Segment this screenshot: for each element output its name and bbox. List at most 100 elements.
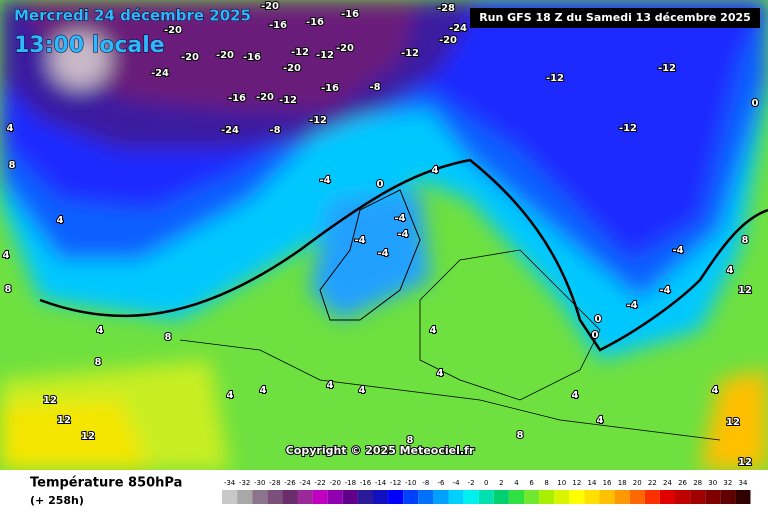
contour-label: 4 [430, 325, 437, 336]
contour-label: -16 [243, 52, 261, 63]
contour-label: 8 [407, 435, 414, 446]
contour-label: -12 [291, 47, 309, 58]
contour-label: 4 [359, 385, 366, 396]
contour-label: -12 [316, 50, 334, 61]
lead-time: (+ 258h) [30, 494, 84, 507]
contour-label: -12 [401, 48, 419, 59]
contour-label: 4 [3, 250, 10, 261]
scale-label: 10 [557, 479, 566, 487]
scale-swatch [448, 490, 464, 504]
scale-swatch [539, 490, 555, 504]
scale-swatch [720, 490, 736, 504]
contour-label: -20 [216, 50, 234, 61]
scale-label: 2 [499, 479, 503, 487]
scale-swatch [388, 490, 404, 504]
scale-label: 4 [514, 479, 519, 487]
contour-label: -12 [279, 95, 297, 106]
contour-label: 4 [57, 215, 64, 226]
contour-label: -8 [269, 125, 280, 136]
contour-label: 4 [260, 385, 267, 396]
contour-label: -4 [377, 248, 388, 259]
contour-label: -28 [437, 3, 455, 14]
scale-label: -32 [239, 479, 250, 487]
contour-label: -16 [306, 17, 324, 28]
scale-label: -18 [345, 479, 356, 487]
scale-label: -10 [405, 479, 416, 487]
scale-label: 30 [708, 479, 717, 487]
map: Run GFS 18 Z du Samedi 13 décembre 2025 … [0, 0, 768, 470]
color-scale: -34 -32 -30 -28 -26 -24 -22 -20 -18 -16 -14 -12 -10-… [222, 479, 751, 504]
contour-label: -20 [439, 35, 457, 46]
contour-label: -16 [321, 83, 339, 94]
contour-label: -8 [369, 82, 380, 93]
contour-label: -4 [672, 245, 683, 256]
contour-label: 4 [7, 123, 14, 134]
contour-label: 12 [81, 431, 95, 442]
contour-label: 12 [738, 457, 752, 468]
scale-swatch [524, 490, 540, 504]
contour-label: 12 [726, 417, 740, 428]
contour-labels: -20-16 -16-16-20-24-20 -20 -16 -12 -12-20-20-… [2, 0, 760, 469]
contour-label: 0 [595, 314, 602, 325]
contour-label: -20 [164, 25, 182, 36]
contour-label: -4 [319, 175, 330, 186]
scale-label: -14 [375, 479, 387, 487]
contour-label: 12 [57, 415, 71, 426]
scale-swatch [267, 490, 283, 504]
scale-label: -4 [453, 479, 461, 487]
legend-title: Température 850hPa [30, 476, 182, 491]
contour-label: -4 [397, 229, 408, 240]
contour-label: 4 [727, 265, 734, 276]
contour-label: 4 [712, 385, 719, 396]
contour-label: -20 [261, 1, 279, 12]
scale-swatch [327, 490, 343, 504]
scale-label: -26 [284, 479, 296, 487]
scale-label: -6 [437, 479, 445, 487]
contour-label: 8 [165, 332, 172, 343]
contour-label: -16 [341, 9, 359, 20]
copyright: Copyright © 2025 Meteociel.fr [286, 444, 475, 457]
scale-swatch [690, 490, 706, 504]
scale-label: 6 [529, 479, 534, 487]
scale-swatch [252, 490, 268, 504]
scale-swatch [584, 490, 600, 504]
contour-label: -4 [626, 300, 637, 311]
scale-swatch [282, 490, 298, 504]
scale-swatch [599, 490, 615, 504]
scale-label: 20 [633, 479, 642, 487]
contour-label: -24 [449, 23, 467, 34]
contour-label: 12 [738, 285, 752, 296]
scale-swatch [342, 490, 358, 504]
forecast-date: Mercredi 24 décembre 2025 [14, 7, 251, 25]
scale-label: -12 [390, 479, 401, 487]
scale-swatch [418, 490, 434, 504]
contour-label: -4 [659, 285, 670, 296]
contour-label: -20 [283, 63, 301, 74]
scale-swatch [237, 490, 253, 504]
contour-label: 4 [437, 368, 444, 379]
contour-label: 4 [597, 415, 604, 426]
contour-label: 0 [592, 330, 599, 341]
scale-swatch [312, 490, 328, 504]
contour-label: -12 [309, 115, 327, 126]
contour-label: 0 [752, 98, 759, 109]
contour-label: -4 [394, 213, 405, 224]
scale-label: 12 [572, 479, 581, 487]
contour-label: 0 [377, 179, 384, 190]
contour-label: 8 [517, 430, 524, 441]
scale-swatch [659, 490, 675, 504]
contour-label: -12 [658, 63, 676, 74]
scale-label: 18 [618, 479, 627, 487]
scale-swatch [569, 490, 585, 504]
scale-label: 8 [544, 479, 548, 487]
scale-swatch [644, 490, 660, 504]
contour-label: -20 [256, 92, 274, 103]
contour-label: 4 [572, 390, 579, 401]
contour-label: -16 [228, 93, 246, 104]
scale-swatch [493, 490, 509, 504]
scale-label: 22 [648, 479, 657, 487]
scale-swatch [554, 490, 570, 504]
scale-label: -16 [360, 479, 372, 487]
forecast-time: 13:00 locale [14, 33, 165, 58]
